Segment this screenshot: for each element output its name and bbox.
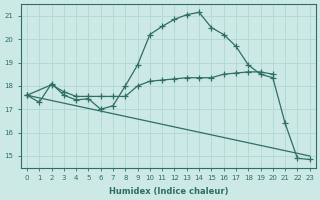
X-axis label: Humidex (Indice chaleur): Humidex (Indice chaleur)	[108, 187, 228, 196]
